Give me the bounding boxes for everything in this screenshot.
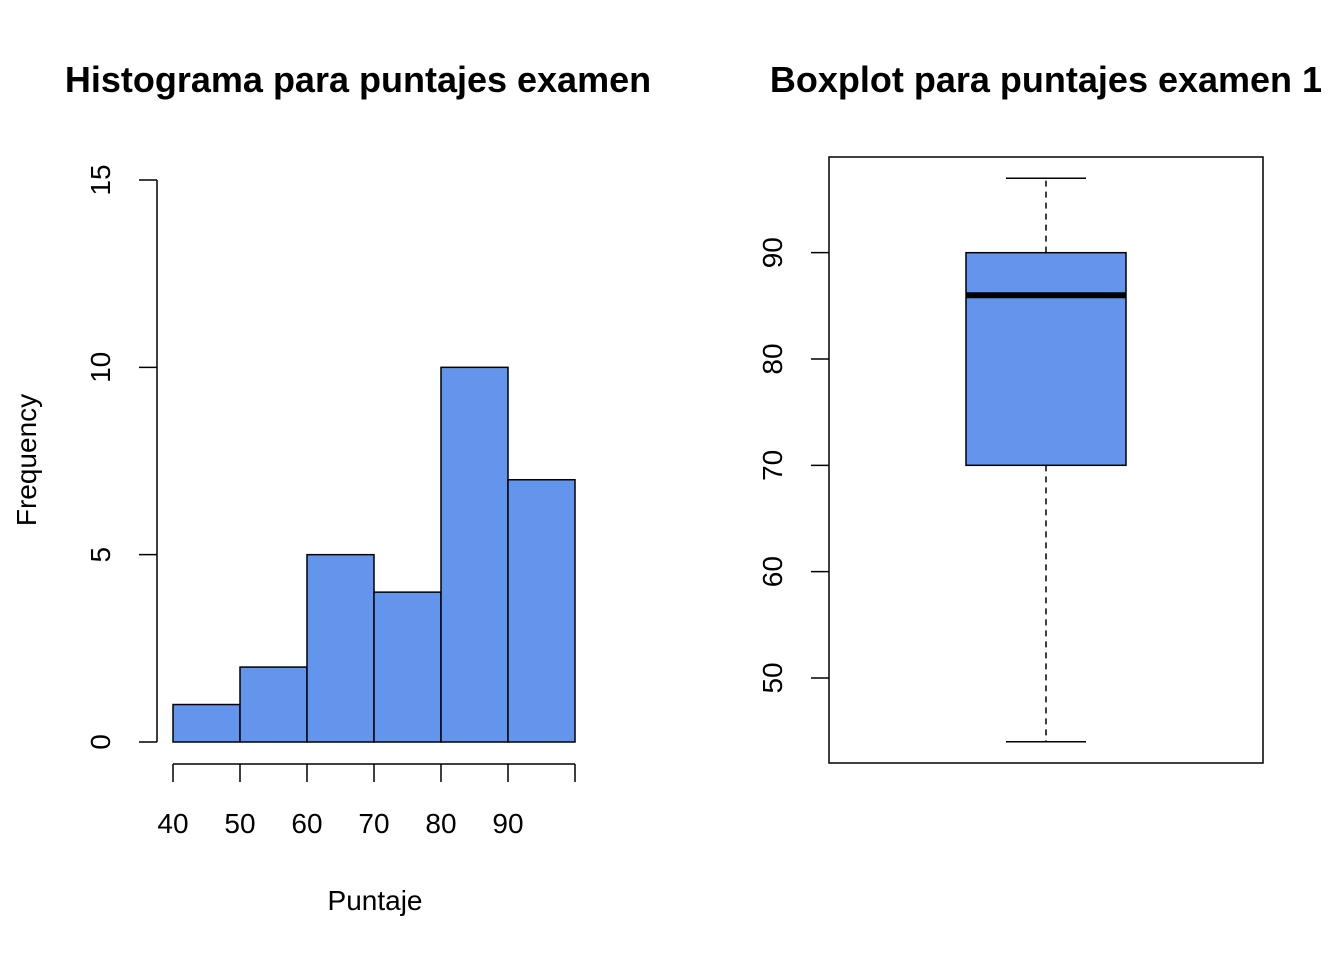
histogram-x-tick-label: 60 [291, 808, 322, 839]
histogram-y-label: Frequency [11, 394, 42, 526]
boxplot-title: Boxplot para puntajes examen 1 [770, 59, 1322, 100]
boxplot-panel: Boxplot para puntajes examen 1 50 60 70 80 9… [757, 59, 1322, 764]
boxplot-y-tick-label: 90 [757, 237, 788, 268]
histogram-bars [172, 366, 576, 743]
histogram-title: Histograma para puntajes examen [65, 59, 651, 100]
histogram-bar [373, 591, 442, 743]
histogram-panel: Histograma para puntajes examen 0 5 10 15 4… [11, 59, 651, 916]
histogram-y-tick-label: 15 [85, 164, 116, 195]
boxplot-y-tick-label: 70 [757, 450, 788, 481]
histogram-bar [306, 553, 375, 743]
histogram-bar [239, 666, 308, 743]
histogram-x-label: Puntaje [328, 885, 423, 916]
histogram-bar [507, 478, 576, 743]
histogram-bar [440, 366, 509, 743]
histogram-x-tick-label: 50 [224, 808, 255, 839]
boxplot-box [965, 251, 1127, 467]
histogram-x-axis: 40 50 60 70 80 90 [157, 763, 576, 839]
histogram-x-tick-label: 80 [425, 808, 456, 839]
histogram-y-tick-label: 10 [85, 352, 116, 383]
histogram-x-tick-label: 90 [492, 808, 523, 839]
boxplot-y-axis: 50 60 70 80 90 [757, 237, 829, 694]
histogram-bar [172, 703, 241, 743]
histogram-y-axis: 0 5 10 15 [85, 164, 158, 750]
histogram-x-tick-label: 40 [157, 808, 188, 839]
boxplot-y-tick-label: 50 [757, 662, 788, 693]
histogram-x-tick-label: 70 [358, 808, 389, 839]
boxplot-y-tick-label: 80 [757, 343, 788, 374]
boxplot-frame [828, 156, 1264, 764]
boxplot-marks [965, 177, 1127, 743]
histogram-y-tick-label: 5 [85, 547, 116, 563]
boxplot-y-tick-label: 60 [757, 556, 788, 587]
histogram-y-tick-label: 0 [85, 734, 116, 750]
